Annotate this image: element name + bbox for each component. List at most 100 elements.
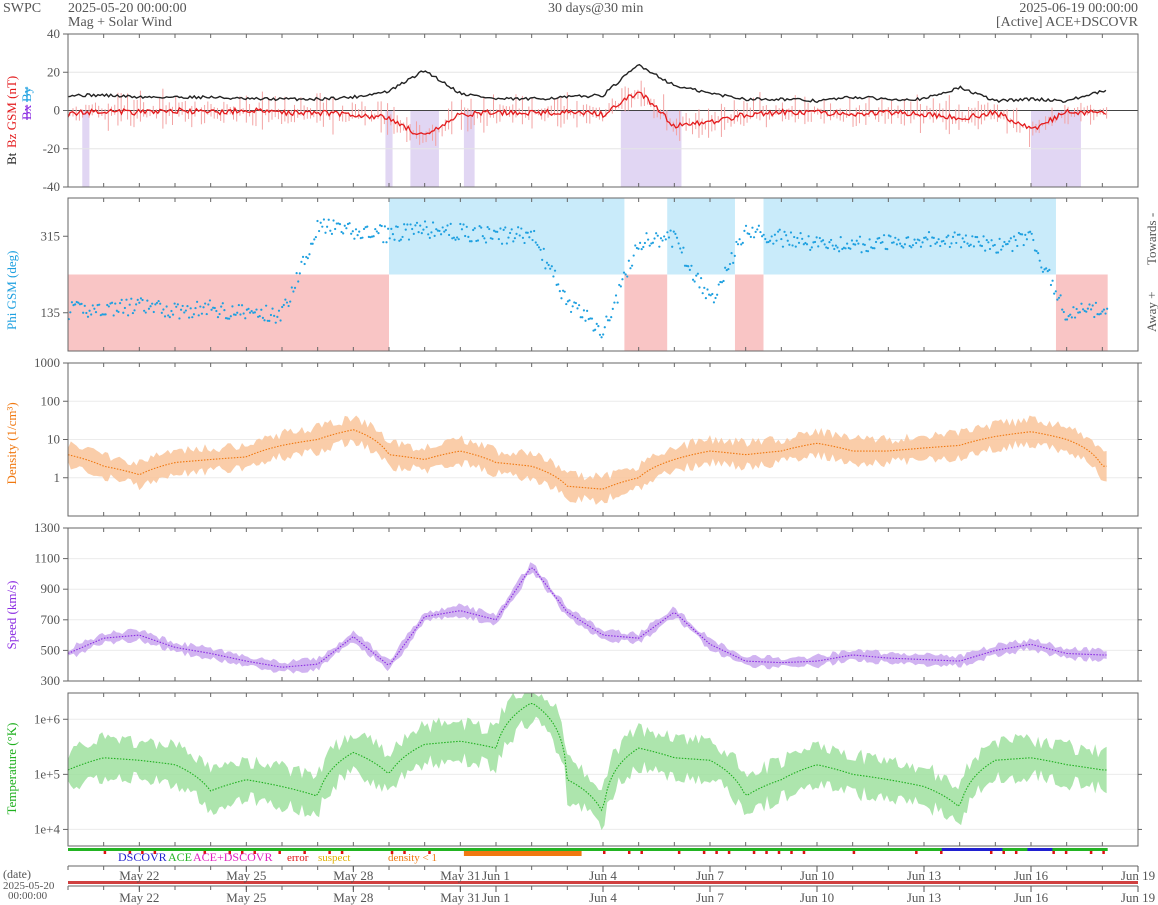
phi-point <box>1072 306 1075 309</box>
x-tick-label-bottom: May 22 <box>119 890 159 905</box>
phi-point <box>317 229 321 233</box>
x-tick-label-bottom: Jun 7 <box>696 890 724 905</box>
status-error-mark <box>278 851 281 854</box>
phi-point <box>430 231 433 234</box>
phi-point <box>356 234 359 237</box>
phi-point <box>838 250 841 253</box>
phi-point <box>894 236 897 239</box>
phi-point <box>614 294 618 297</box>
phi-point <box>924 236 927 239</box>
phi-point <box>581 316 584 319</box>
phi-point <box>277 309 281 312</box>
phi-point <box>616 301 619 304</box>
phi-point <box>804 241 807 245</box>
phi-point <box>321 225 324 228</box>
phi-point <box>937 238 940 241</box>
phi-point <box>309 242 313 245</box>
phi-point <box>210 308 213 311</box>
phi-point <box>464 234 467 238</box>
phi-point <box>743 229 746 232</box>
phi-point <box>269 313 273 317</box>
phi-point <box>773 233 777 236</box>
temperature-series-line <box>67 702 1107 812</box>
phi-point <box>244 317 247 320</box>
phi-point <box>237 303 240 307</box>
phi-point <box>985 238 988 242</box>
legend-suspect: suspect <box>318 852 350 864</box>
speed-y-tick-label: 300 <box>41 673 61 688</box>
phi-point <box>297 280 300 283</box>
phi-point <box>846 242 849 245</box>
phi-point <box>465 225 468 228</box>
phi-point <box>130 297 133 300</box>
phi-point <box>857 242 860 245</box>
phi-point <box>624 273 627 276</box>
phi-point <box>860 251 863 254</box>
status-error-mark <box>203 851 207 854</box>
phi-point <box>91 304 94 307</box>
phi-point <box>319 221 322 224</box>
phi-point <box>136 298 139 301</box>
phi-point <box>741 241 744 244</box>
plot-subtitle: Mag + Solar Wind <box>68 15 172 30</box>
phi-point <box>863 243 866 246</box>
phi-point <box>240 304 244 307</box>
phi-point <box>245 308 248 311</box>
phi-point <box>90 313 93 316</box>
phi-point <box>391 233 395 236</box>
phi-point <box>594 328 597 331</box>
phi-point <box>118 301 122 305</box>
phi-point <box>452 236 456 239</box>
phi-point <box>663 235 666 238</box>
speed-y-tick-label: 700 <box>41 612 61 627</box>
phi-point <box>1041 270 1045 273</box>
phi-point <box>738 238 741 241</box>
status-error-mark <box>240 851 244 854</box>
phi-point <box>483 237 486 240</box>
mag-y-axis-label-xy: Bx By <box>19 86 34 120</box>
phi-point <box>1025 238 1028 241</box>
phi-point <box>821 239 825 242</box>
phi-point <box>354 228 358 231</box>
phi-point <box>314 235 317 239</box>
phi-point <box>984 249 987 252</box>
density-y-tick-label: 1000 <box>34 355 60 370</box>
phi-point <box>772 242 775 245</box>
phi-point <box>276 315 279 318</box>
phi-point <box>443 230 446 233</box>
phi-point <box>155 301 159 305</box>
phi-point <box>520 227 523 230</box>
phi-point <box>1051 279 1054 282</box>
phi-point <box>120 298 123 301</box>
phi-point <box>691 278 695 281</box>
phi-point <box>815 236 818 239</box>
phi-point <box>868 238 871 241</box>
phi-point <box>980 244 984 248</box>
phi-point <box>236 311 239 314</box>
phi-point <box>165 305 168 308</box>
phi-point <box>502 228 505 231</box>
phi-point <box>921 241 924 244</box>
phi-point <box>242 312 245 315</box>
phi-point <box>281 305 284 309</box>
phi-point <box>362 227 366 231</box>
phi-point <box>680 251 683 254</box>
x-axis-red-line <box>68 881 1138 884</box>
phi-point <box>101 313 104 316</box>
density-y-tick-label: 1 <box>54 470 61 485</box>
status-bar-dscovr <box>1027 848 1053 851</box>
phi-point <box>223 309 226 312</box>
phi-point <box>1096 313 1099 316</box>
phi-y-axis-label: Phi GSM (deg) <box>4 251 19 330</box>
phi-point <box>802 243 805 246</box>
phi-point <box>231 305 234 308</box>
phi-point <box>858 235 862 238</box>
phi-point <box>751 226 754 229</box>
phi-point <box>125 298 128 301</box>
phi-point <box>709 294 712 297</box>
phi-point <box>492 229 496 232</box>
phi-point <box>106 303 109 307</box>
phi-point <box>274 321 277 324</box>
phi-point <box>85 311 88 315</box>
phi-point <box>958 233 961 236</box>
